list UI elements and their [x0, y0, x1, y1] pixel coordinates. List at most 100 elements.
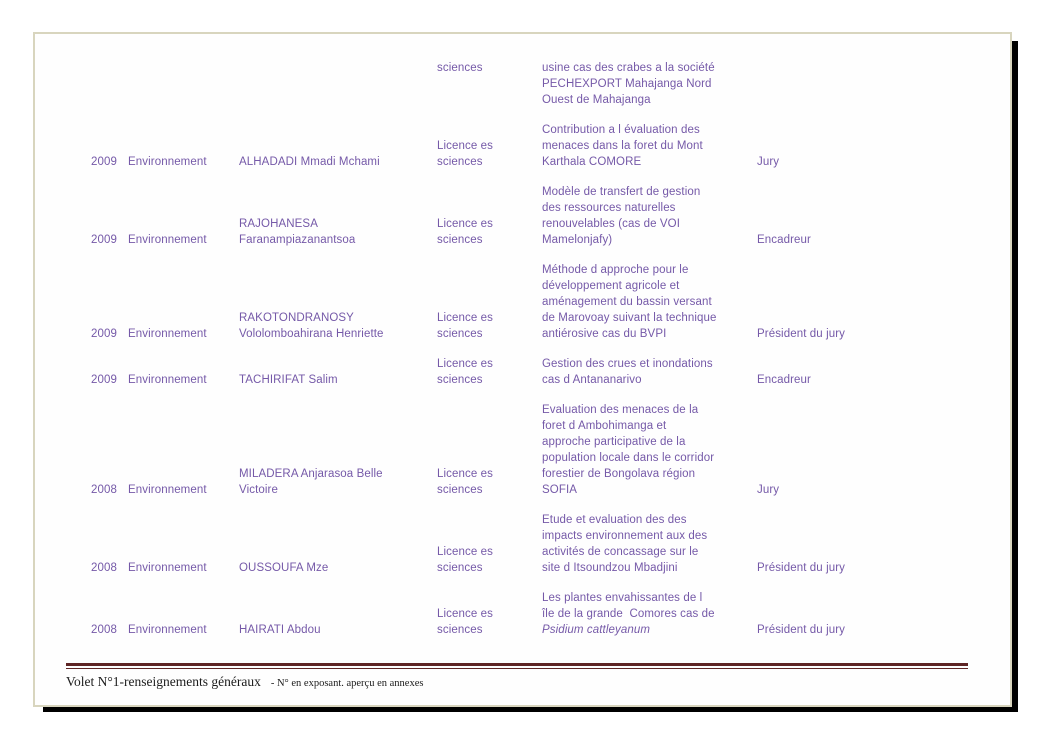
- cell-domain: Environnement: [128, 170, 239, 248]
- cell-text-line: développement agricole et: [542, 280, 680, 292]
- footer-text: Volet N°1-renseignements généraux - N° en…: [66, 673, 968, 691]
- cell-text-line: Encadreur: [757, 374, 811, 386]
- cell-text-line: OUSSOUFA Mze: [239, 562, 329, 574]
- cell-text-line: Contribution a l évaluation des: [542, 124, 700, 136]
- cell-text-line: Environnement: [128, 624, 207, 636]
- footer-note: - N° en exposant. aperçu en annexes: [270, 678, 424, 689]
- cell-text-line: 2008: [91, 562, 117, 574]
- cell-text-line: menaces dans la foret du Mont: [542, 140, 703, 152]
- cell-domain: Environnement: [128, 388, 239, 498]
- cell-text-line: Environnement: [128, 374, 207, 386]
- cell-text-line: Etude et evaluation des des: [542, 514, 687, 526]
- cell-degree: Licence es sciences: [437, 388, 542, 498]
- cell-title: Evaluation des menaces de la foret d Ambo…: [542, 388, 757, 498]
- cell-domain: Environnement: [128, 342, 239, 388]
- cell-text-line: MILADERA Anjarasoa Belle: [239, 468, 383, 480]
- cell-text-line: Victoire: [239, 484, 278, 496]
- cell-name: HAIRATI Abdou: [239, 576, 437, 638]
- table-row: 2008 Environnement OUSSOUFA Mze Licence es s…: [91, 498, 917, 576]
- cell-text-line: PECHEXPORT Mahajanga Nord: [542, 78, 712, 90]
- cell-year: 2009: [91, 248, 128, 342]
- cell-role: Président du jury: [757, 576, 917, 638]
- cell-text-line: sciences: [437, 374, 483, 386]
- cell-text-line: aménagement du bassin versant: [542, 296, 712, 308]
- cell-title: Les plantes envahissantes de l île de la …: [542, 576, 757, 638]
- cell-text-line: Environnement: [128, 328, 207, 340]
- footer-volet-title: Volet N°1-renseignements généraux: [66, 674, 261, 689]
- cell-name: RAJOHANESA Faranampiazanantsoa: [239, 170, 437, 248]
- cell-text-line: Mamelonjafy): [542, 234, 613, 246]
- cell-text-line: renouvelables (cas de VOI: [542, 218, 681, 230]
- cell-name: TACHIRIFAT Salim: [239, 342, 437, 388]
- cell-name: ALHADADI Mmadi Mchami: [239, 108, 437, 170]
- cell-text-line: sciences: [437, 328, 483, 340]
- cell-text-line: approche participative de la: [542, 436, 686, 448]
- table-row: 2009 Environnement RAJOHANESA Faranampiazan…: [91, 170, 917, 248]
- cell-text-line: Vololomboahirana Henriette: [239, 328, 384, 340]
- cell-text-line: foret d Ambohimanga et: [542, 420, 667, 432]
- cell-year: [91, 60, 128, 108]
- cell-name: MILADERA Anjarasoa Belle Victoire: [239, 388, 437, 498]
- cell-text-line: Licence es: [437, 358, 493, 370]
- cell-text-line: cas d Antananarivo: [542, 374, 642, 386]
- cell-text-line: Président du jury: [757, 624, 845, 636]
- cell-text-line: sciences: [437, 234, 483, 246]
- cell-text-line: Modèle de transfert de gestion: [542, 186, 701, 198]
- cell-text-line: antiérosive cas du BVPI: [542, 328, 667, 340]
- cell-text-line: Evaluation des menaces de la: [542, 404, 699, 416]
- cell-text-line: Licence es: [437, 468, 493, 480]
- cell-degree: sciences: [437, 60, 542, 108]
- cell-text-line: 2008: [91, 484, 117, 496]
- cell-domain: Environnement: [128, 576, 239, 638]
- cell-text-line: Président du jury: [757, 328, 845, 340]
- cell-text-line: Licence es: [437, 546, 493, 558]
- cell-text-line: HAIRATI Abdou: [239, 624, 321, 636]
- cell-degree: Licence es sciences: [437, 576, 542, 638]
- cell-text-line: activités de concassage sur le: [542, 546, 699, 558]
- cell-text-line: Licence es: [437, 608, 493, 620]
- cell-text-line: île de la grande Comores cas de: [542, 608, 715, 620]
- cell-title: usine cas des crabes a la société PECHEXP…: [542, 60, 757, 108]
- cell-text-line: forestier de Bongolava région: [542, 468, 696, 480]
- cell-text-line: SOFIA: [542, 484, 578, 496]
- cell-degree: Licence es sciences: [437, 108, 542, 170]
- cell-text-line: 2009: [91, 374, 117, 386]
- cell-text-line: Faranampiazanantsoa: [239, 234, 356, 246]
- table-row: 2009 Environnement RAKOTONDRANOSY Vololombo…: [91, 248, 917, 342]
- cell-text-line: site d Itsoundzou Mbadjini: [542, 562, 678, 574]
- cell-text-line: de Marovoay suivant la technique: [542, 312, 717, 324]
- cell-text-line: Méthode d approche pour le: [542, 264, 689, 276]
- cell-text-line: Jury: [757, 156, 780, 168]
- document-page: sciences usine cas des crabes a la sociét…: [33, 32, 1012, 707]
- cell-text-line: Licence es: [437, 312, 493, 324]
- cell-text-line: Ouest de Mahajanga: [542, 94, 651, 106]
- cell-text-line: Président du jury: [757, 562, 845, 574]
- cell-domain: Environnement: [128, 108, 239, 170]
- cell-degree: Licence es sciences: [437, 342, 542, 388]
- cell-text-line: impacts environnement aux des: [542, 530, 708, 542]
- cell-text-line: des ressources naturelles: [542, 202, 676, 214]
- page-footer: Volet N°1-renseignements généraux - N° en…: [66, 663, 968, 691]
- cell-role: Encadreur: [757, 342, 917, 388]
- cell-text-line: 2009: [91, 234, 117, 246]
- cell-text-line: Jury: [757, 484, 780, 496]
- cell-text-line: Environnement: [128, 562, 207, 574]
- table-row: 2008 Environnement MILADERA Anjarasoa Bell…: [91, 388, 917, 498]
- cell-degree: Licence es sciences: [437, 170, 542, 248]
- cell-text-line: TACHIRIFAT Salim: [239, 374, 338, 386]
- cell-text-line: Licence es: [437, 218, 493, 230]
- footer-double-rule: [66, 663, 968, 669]
- cell-text-line: sciences: [437, 156, 483, 168]
- cell-role: Jury: [757, 108, 917, 170]
- cell-role: Encadreur: [757, 170, 917, 248]
- cell-text-line: Gestion des crues et inondations: [542, 358, 713, 370]
- table-row: 2009 Environnement TACHIRIFAT Salim Licence…: [91, 342, 917, 388]
- cell-text-line: RAJOHANESA: [239, 218, 318, 230]
- cell-text-line: ALHADADI Mmadi Mchami: [239, 156, 380, 168]
- cell-name: OUSSOUFA Mze: [239, 498, 437, 576]
- cell-role: Président du jury: [757, 498, 917, 576]
- thesis-records-table: sciences usine cas des crabes a la sociét…: [91, 60, 917, 638]
- cell-text-line: Encadreur: [757, 234, 811, 246]
- cell-domain: Environnement: [128, 248, 239, 342]
- cell-role: Président du jury: [757, 248, 917, 342]
